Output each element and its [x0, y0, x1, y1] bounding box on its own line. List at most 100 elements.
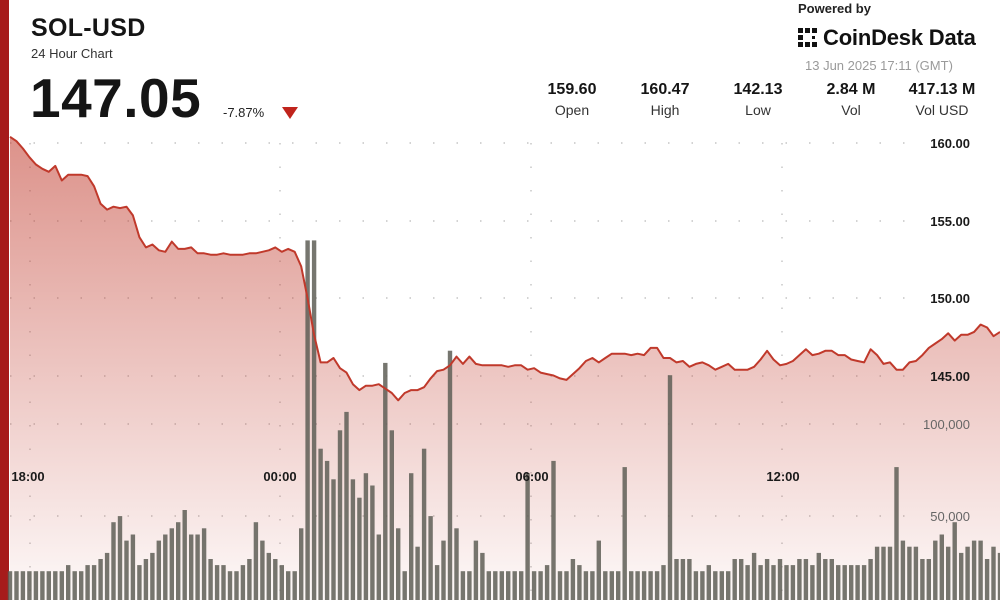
volume-bar [260, 540, 265, 600]
volume-bar [292, 571, 297, 600]
stat-vol-usd: 417.13 M Vol USD [897, 81, 987, 118]
price-area-fill [10, 136, 1000, 600]
stat-vol-label: Vol [841, 102, 861, 118]
volume-bar [279, 565, 284, 600]
volume-bar [421, 448, 427, 600]
volume-bar [933, 540, 938, 600]
volume-bar [700, 571, 705, 600]
volume-bar [137, 565, 142, 600]
volume-bar [525, 473, 530, 600]
volume-bar [46, 571, 51, 600]
volume-bar [946, 546, 951, 600]
volume-bar [861, 565, 867, 600]
volume-bar [920, 559, 925, 600]
volume-bar [674, 559, 679, 600]
volume-bar [641, 571, 647, 600]
volume-bar [376, 534, 381, 600]
volume-bar [14, 571, 19, 600]
time-tick-label: 12:00 [766, 469, 799, 484]
volume-bar [616, 571, 621, 600]
volume-bar [59, 571, 64, 600]
current-price: 147.05 [30, 67, 202, 129]
volume-bar [467, 571, 472, 600]
volume-bar [654, 571, 660, 600]
stat-low-label: Low [745, 102, 771, 118]
volume-bar [72, 571, 77, 600]
volume-bar [337, 430, 343, 600]
coindesk-logo-icon [798, 28, 817, 47]
volume-bar [428, 516, 433, 600]
volume-bar [98, 559, 103, 600]
volume-bar [189, 534, 194, 600]
volume-bar [402, 571, 407, 600]
volume-bar [551, 460, 556, 600]
volume-tick-label: 100,000 [923, 417, 970, 432]
volume-bar [7, 571, 13, 600]
volume-bar [739, 559, 744, 600]
volume-bar [713, 571, 718, 600]
stat-low-value: 142.13 [733, 81, 783, 98]
volume-bar [887, 546, 893, 600]
volume-bar [816, 552, 821, 600]
volume-bar [124, 540, 129, 600]
volume-bar [221, 565, 226, 600]
volume-bar [894, 467, 899, 600]
volume-bar [881, 546, 886, 600]
volume-bar [486, 571, 491, 600]
volume-bar [855, 565, 860, 600]
volume-bar [409, 473, 414, 600]
volume-bar [79, 571, 84, 600]
down-arrow-icon [282, 107, 298, 119]
volume-bar [596, 540, 601, 600]
volume-bar [240, 565, 246, 600]
stat-vol-usd-value: 417.13 M [908, 81, 976, 98]
pair-title: SOL-USD [31, 14, 146, 42]
price-tick-label: 145.00 [930, 369, 970, 384]
volume-bar [719, 571, 724, 600]
volume-bar [874, 546, 880, 600]
stat-high-value: 160.47 [640, 81, 690, 98]
stat-low: 142.13 Low [713, 81, 803, 118]
volume-bar [460, 571, 466, 600]
volume-bar [363, 473, 369, 600]
volume-bar [849, 565, 854, 600]
volume-bar [868, 559, 873, 600]
volume-bar [130, 534, 136, 600]
volume-bar [959, 552, 964, 600]
volume-bar [396, 528, 401, 600]
volume-bar [764, 559, 770, 600]
time-tick-label: 06:00 [515, 469, 548, 484]
volume-bar [706, 565, 711, 600]
volume-bar [829, 559, 834, 600]
volume-bar [997, 552, 1000, 600]
volume-bar [732, 559, 737, 600]
volume-bar [208, 559, 213, 600]
volume-bar [590, 571, 595, 600]
time-tick-label: 18:00 [11, 469, 44, 484]
volume-bar [150, 552, 155, 600]
volume-bar [777, 559, 783, 600]
volume-bar [85, 565, 90, 600]
volume-bar [247, 559, 252, 600]
volume-bar [570, 559, 576, 600]
stat-open-value: 159.60 [547, 81, 597, 98]
volume-bar [687, 559, 692, 600]
volume-bar [227, 571, 233, 600]
volume-bar [311, 240, 317, 600]
volume-bar [984, 559, 990, 600]
volume-bar [810, 565, 815, 600]
volume-axis: 100,000 50,000 [923, 417, 970, 524]
volume-bar [473, 540, 479, 600]
volume-bar [803, 559, 809, 600]
stat-vol-value: 2.84 M [826, 81, 876, 98]
volume-bar [66, 565, 71, 600]
volume-bar [538, 571, 543, 600]
volume-bar [344, 411, 349, 600]
volume-bar [324, 460, 330, 600]
volume-bar [117, 516, 123, 600]
volume-bar [965, 546, 970, 600]
volume-bar [499, 571, 504, 600]
volume-bar [454, 528, 459, 600]
volume-bar [784, 565, 789, 600]
